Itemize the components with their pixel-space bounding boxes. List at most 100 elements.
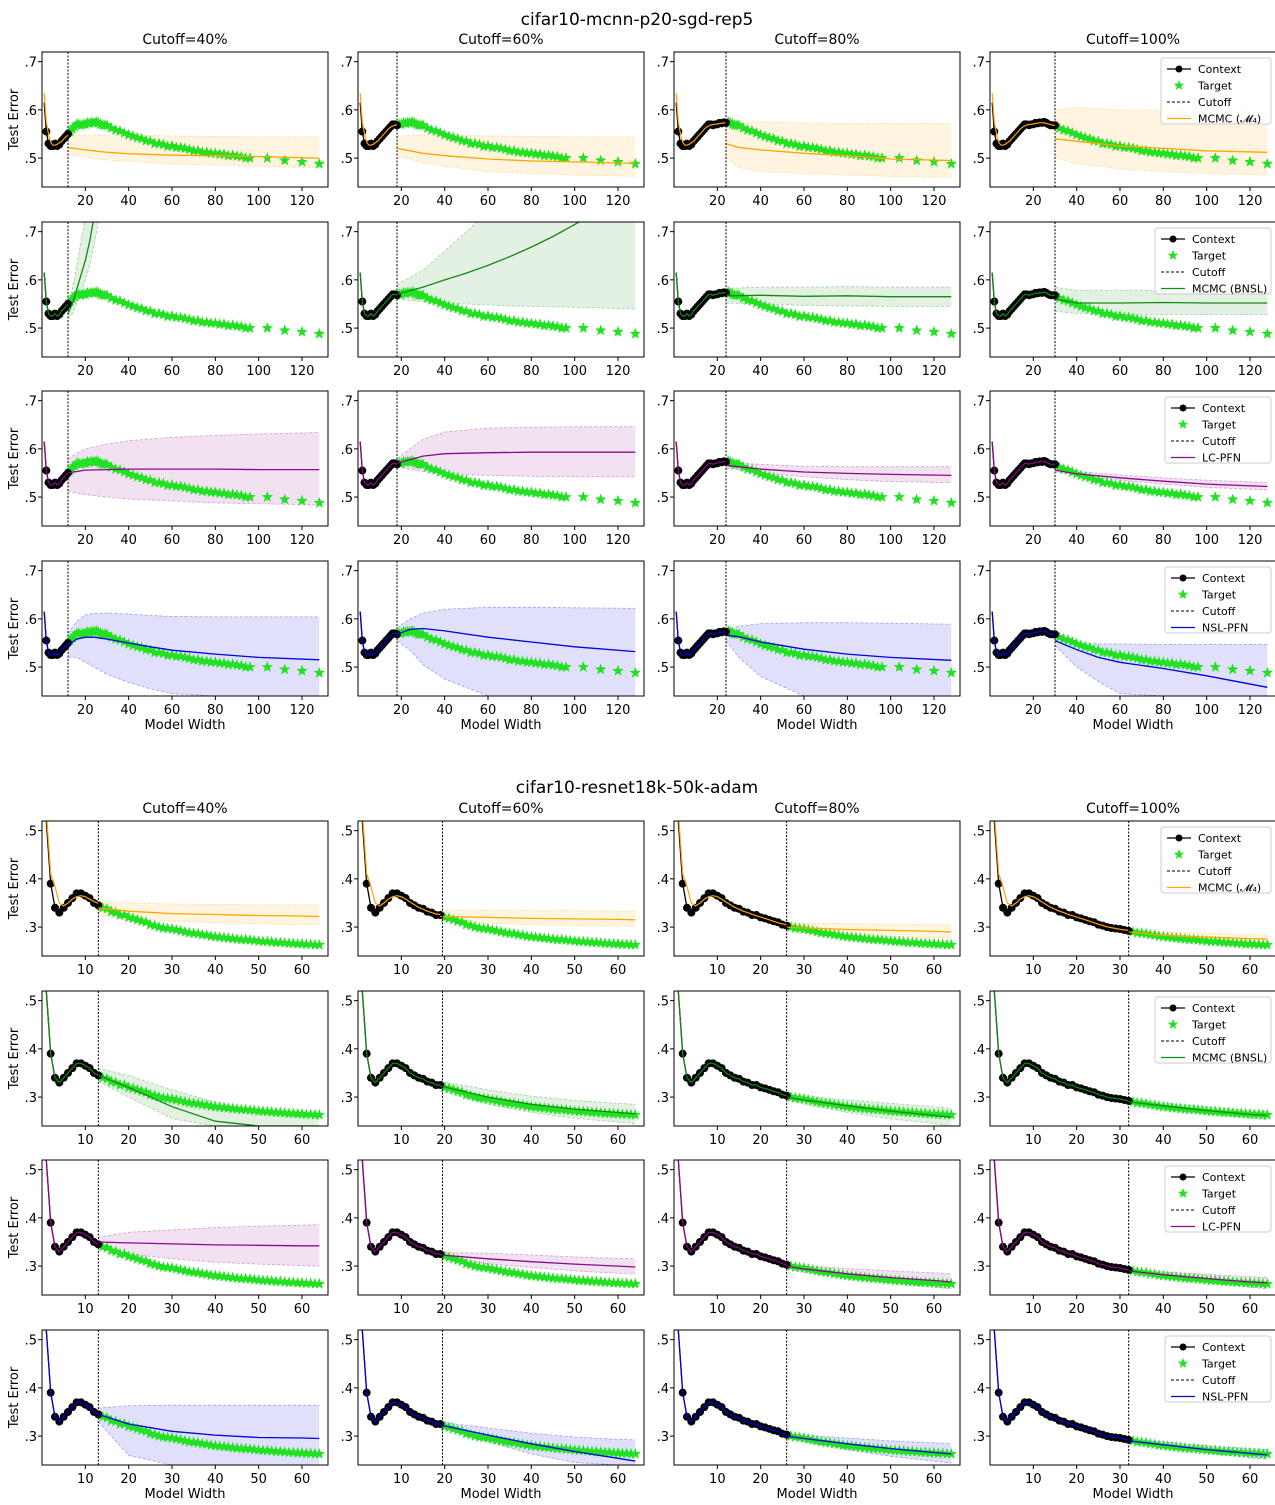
target-point <box>746 295 758 306</box>
legend-box <box>1160 57 1272 125</box>
prediction-mean-line <box>98 1241 320 1247</box>
x-tick-label: 120 <box>922 194 947 209</box>
x-tick-label: 120 <box>1238 194 1263 209</box>
target-point <box>512 655 524 667</box>
x-tick-label: 20 <box>393 194 410 209</box>
y-tick-label: .3 <box>657 1091 669 1106</box>
target-point <box>504 653 516 665</box>
prediction-mean-line <box>786 1265 952 1283</box>
y-tick-label: .4 <box>341 873 353 888</box>
target-point <box>846 148 858 160</box>
plot-frame <box>989 1159 1275 1296</box>
target-point <box>608 1107 620 1119</box>
target-point <box>1153 486 1165 498</box>
y-tick-label: .4 <box>25 1212 37 1227</box>
legend-box <box>1164 566 1272 634</box>
x-tick-label: 20 <box>77 703 94 718</box>
target-point <box>270 1275 282 1287</box>
band-upper-edge <box>1128 1099 1268 1112</box>
x-tick-label: 60 <box>294 1472 311 1487</box>
context-line <box>361 1330 441 1425</box>
target-point <box>1144 146 1156 158</box>
target-point <box>1153 317 1165 329</box>
target-point <box>196 146 208 158</box>
model-fit-line <box>675 272 727 317</box>
y-tick-label: .5 <box>657 995 669 1010</box>
target-point <box>1248 938 1260 950</box>
target-point <box>1166 148 1178 160</box>
legend-label: LC-PFN <box>1202 452 1241 465</box>
target-point <box>1136 653 1148 665</box>
plot-area <box>42 432 325 508</box>
target-point <box>755 298 767 310</box>
x-tick-label: 40 <box>839 1472 856 1487</box>
target-point <box>300 1277 312 1289</box>
chart-group-2: cifar10-resnet18k-50k-adam Cutoff=40% 10 20… <box>7 778 1275 1502</box>
y-tick-label: .7 <box>973 56 985 71</box>
target-point <box>292 1107 304 1119</box>
subplot-title: Cutoff=100% <box>1086 32 1180 48</box>
y-tick-label: .5 <box>973 825 985 840</box>
target-point <box>1097 646 1109 658</box>
target-point <box>460 305 472 317</box>
x-tick-label: 30 <box>796 963 813 978</box>
target-point <box>482 649 494 660</box>
target-point <box>573 1274 585 1286</box>
legend-label: NSL-PFN <box>1202 622 1248 635</box>
x-tick-label: 20 <box>120 1302 137 1317</box>
target-point <box>1257 1277 1269 1289</box>
y-tick-label: .7 <box>657 565 669 580</box>
x-tick-label: 50 <box>566 1133 583 1148</box>
target-point <box>261 491 273 502</box>
target-point <box>733 119 745 131</box>
target-point <box>577 152 589 163</box>
x-tick-label: 20 <box>1025 533 1042 548</box>
x-tick-label: 60 <box>926 1133 943 1148</box>
legend-label: Target <box>1201 419 1237 432</box>
model-fit-line <box>991 611 1055 656</box>
target-point <box>794 140 806 152</box>
target-point <box>1257 938 1269 950</box>
x-axis-label: Model Width <box>461 718 542 733</box>
y-tick-label: .5 <box>973 995 985 1010</box>
target-point <box>127 1082 139 1094</box>
target-point <box>118 636 130 647</box>
target-point <box>504 314 516 326</box>
x-tick-label: 40 <box>207 1302 224 1317</box>
target-point <box>893 322 905 333</box>
band-upper-edge <box>440 1080 636 1105</box>
band-upper-edge <box>396 134 636 138</box>
x-tick-label: 20 <box>752 1302 769 1317</box>
target-point <box>755 637 767 649</box>
target-point <box>188 653 200 665</box>
target-point <box>140 916 152 928</box>
y-tick-label: .7 <box>657 226 669 241</box>
legend-context-marker <box>1175 834 1183 842</box>
target-point <box>214 487 226 499</box>
x-tick-label: 50 <box>566 1302 583 1317</box>
prediction-mean-line <box>1054 640 1268 688</box>
subplot-mcmc_m4-3: Cutoff=80% 10 20 30 40 50 60 .3 .4 .5 <box>657 801 961 978</box>
target-point <box>1261 1277 1273 1289</box>
x-tick-label: 10 <box>709 963 726 978</box>
target-point <box>188 483 200 495</box>
y-tick-label: .3 <box>341 1430 353 1445</box>
target-point <box>166 310 178 321</box>
x-tick-label: 120 <box>290 364 315 379</box>
band-upper-edge <box>67 432 320 459</box>
x-tick-label: 120 <box>606 533 631 548</box>
x-tick-label: 40 <box>120 533 137 548</box>
target-point <box>551 1103 563 1115</box>
target-point <box>218 657 230 669</box>
x-tick-label: 40 <box>752 703 769 718</box>
band-lower-edge <box>67 222 99 319</box>
target-point <box>846 487 858 499</box>
target-point <box>131 1422 143 1434</box>
plot-frame <box>673 990 961 1127</box>
x-tick-label: 100 <box>1194 194 1219 209</box>
plot-area <box>677 821 957 950</box>
subplot-nslpfn-3: 10 20 30 40 50 60 .3 .4 .5 Model Width <box>657 1329 961 1502</box>
band-lower-edge <box>1054 471 1268 491</box>
target-point <box>599 1107 611 1119</box>
x-tick-label: 50 <box>1198 1472 1215 1487</box>
